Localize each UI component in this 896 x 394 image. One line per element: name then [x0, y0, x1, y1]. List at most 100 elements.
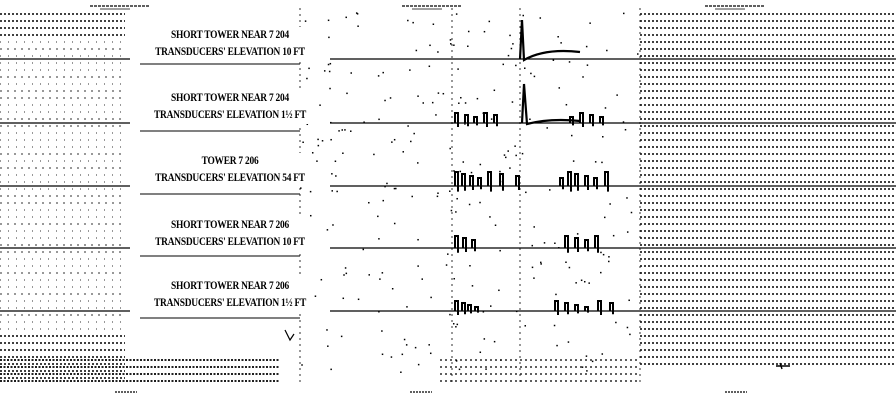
grid-dot — [442, 92, 445, 95]
grid-dot — [470, 171, 473, 174]
grid-dot — [405, 344, 408, 346]
grid-dot — [482, 311, 485, 313]
station-label: SHORT TOWER NEAR 7 206 — [171, 280, 289, 292]
grid-dot — [335, 175, 337, 177]
grid-dot — [622, 12, 625, 15]
grid-dot — [357, 298, 360, 301]
grid-dot — [342, 152, 344, 154]
grid-dot — [306, 77, 308, 80]
grid-dot — [449, 313, 451, 316]
grid-dot — [449, 39, 452, 41]
grid-dot — [308, 67, 310, 70]
grid-dot — [629, 333, 631, 336]
grid-dot — [449, 190, 451, 192]
grid-dot — [401, 353, 404, 356]
grid-dot — [570, 134, 573, 137]
grid-dot — [378, 238, 380, 240]
grid-dot — [300, 187, 302, 189]
grid-dot — [533, 75, 536, 78]
grid-dot — [509, 34, 511, 37]
grid-dot — [323, 70, 326, 72]
header-footer-marks — [90, 5, 790, 393]
grid-dot — [363, 121, 365, 123]
grid-dot — [509, 167, 511, 169]
grid-dot — [457, 68, 459, 70]
grid-dot — [515, 154, 517, 157]
grid-dot — [469, 265, 471, 267]
grid-dot — [407, 125, 409, 127]
elevation-label: TRANSDUCERS' ELEVATION 1½ FT — [153, 109, 307, 121]
grid-dot — [319, 104, 321, 106]
grid-dot — [346, 92, 348, 95]
grid-dot — [355, 12, 358, 14]
grid-dot — [304, 20, 307, 22]
grid-dot — [555, 293, 557, 296]
grid-dot — [449, 147, 451, 150]
grid-dot — [452, 323, 455, 325]
grid-dot — [455, 13, 458, 15]
grid-dot — [514, 145, 516, 147]
grid-dot — [515, 64, 517, 67]
grid-dot — [489, 216, 491, 218]
grid-dot — [467, 45, 469, 48]
grid-dot — [539, 17, 542, 19]
trace-pulse — [564, 302, 569, 315]
grid-dot — [628, 299, 630, 302]
grid-dot — [488, 20, 491, 23]
grid-dot — [533, 226, 535, 228]
grid-dot — [459, 170, 462, 173]
grid-dot — [331, 173, 333, 175]
grid-dot — [309, 214, 312, 217]
grid-dot — [533, 277, 535, 279]
grid-dot — [583, 280, 586, 283]
grid-dot — [350, 130, 352, 132]
trace-pulse — [584, 175, 589, 190]
grid-dot — [377, 215, 379, 218]
grid-dot — [511, 101, 514, 103]
grid-dot — [327, 345, 329, 347]
grid-dot — [458, 368, 461, 371]
grid-dot — [552, 59, 555, 61]
grid-dot — [608, 256, 610, 258]
grid-dot — [330, 368, 332, 371]
grid-dot — [576, 233, 579, 235]
trace-pulse — [474, 306, 479, 313]
grid-dot — [529, 118, 531, 121]
grid-dot — [417, 162, 419, 164]
grid-dot — [624, 128, 627, 131]
grid-dot — [432, 23, 435, 25]
grid-dot — [604, 107, 607, 109]
grid-dot — [565, 261, 567, 263]
grid-dot — [500, 359, 502, 361]
grid-dot — [341, 129, 343, 131]
grid-dot — [332, 224, 334, 226]
grid-dot — [328, 70, 331, 73]
grid-dot — [342, 297, 345, 300]
trace-pulse — [477, 177, 482, 190]
grid-dot — [422, 102, 424, 104]
elevation-label: TRANSDUCERS' ELEVATION 1½ FT — [153, 297, 307, 309]
grid-dot — [502, 63, 505, 66]
grid-dot — [309, 190, 312, 193]
grid-dot — [391, 141, 393, 143]
grid-dot — [525, 191, 527, 194]
grid-dot — [306, 123, 309, 126]
grid-dot — [507, 150, 509, 152]
grid-dot — [464, 123, 466, 125]
grid-dot — [344, 267, 347, 269]
grid-dot — [317, 144, 320, 147]
trace-pulse — [454, 112, 459, 127]
grid-dot — [391, 287, 394, 290]
grid-dot — [455, 360, 458, 362]
grid-dot — [328, 36, 330, 39]
grid-dot — [600, 251, 602, 254]
grid-dot — [410, 140, 412, 143]
grid-dot — [499, 249, 501, 252]
grid-dot — [327, 19, 330, 22]
grid-dot — [580, 279, 583, 282]
grid-dot — [503, 154, 506, 156]
trace-pulse — [574, 237, 579, 252]
trace-pulse — [467, 304, 472, 314]
grid-dot — [476, 97, 479, 100]
grid-dot — [588, 282, 590, 284]
